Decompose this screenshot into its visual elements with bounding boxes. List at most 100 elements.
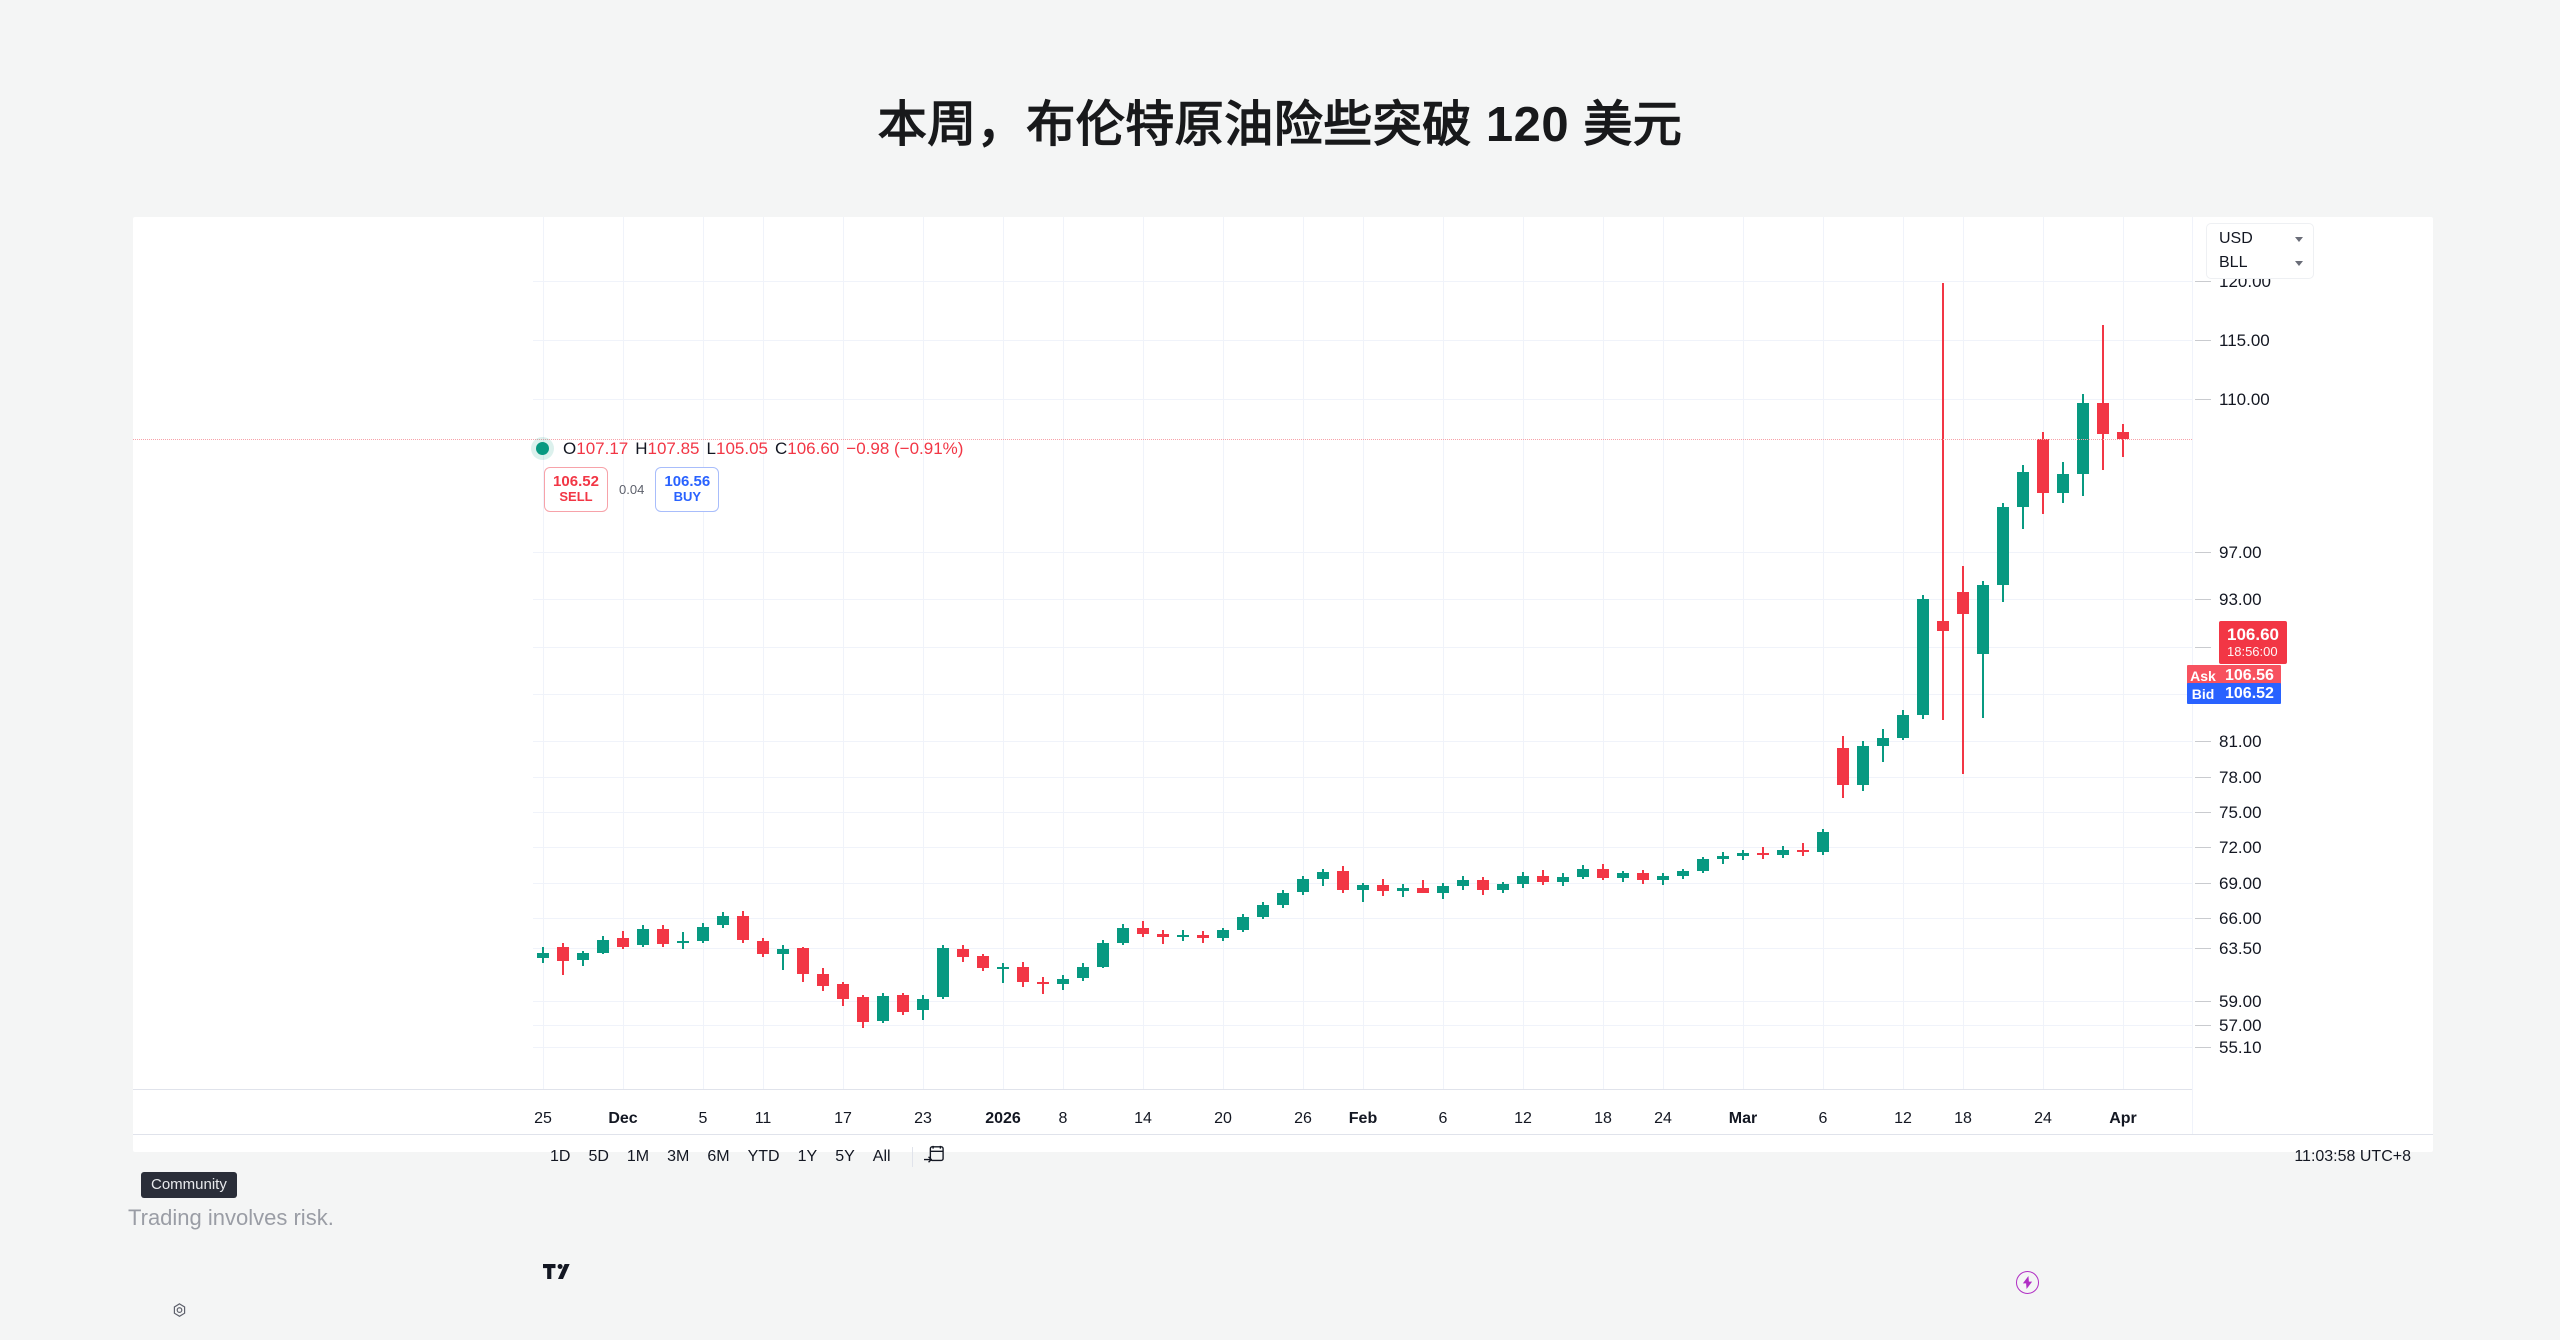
- candle-wick: [1422, 880, 1424, 894]
- candle-body: [2116, 432, 2130, 439]
- candle-body: [1236, 917, 1250, 931]
- range-button-ytd[interactable]: YTD: [747, 1148, 780, 1165]
- sell-button[interactable]: 106.52 SELL: [544, 467, 608, 513]
- gridline-horizontal: [533, 918, 2192, 920]
- candle-body: [1676, 871, 1690, 876]
- spread-value: 0.04: [619, 482, 645, 498]
- range-button-5d[interactable]: 5D: [588, 1148, 609, 1165]
- range-button-6m[interactable]: 6M: [707, 1148, 730, 1165]
- candle-body: [2056, 474, 2070, 494]
- time-tick-label: Mar: [1728, 1110, 1758, 1127]
- range-button-all[interactable]: All: [872, 1148, 891, 1165]
- price-tick-dash: [2195, 552, 2211, 554]
- candle-body: [1376, 885, 1390, 892]
- candle-body: [1356, 885, 1370, 890]
- gridline-vertical: [1303, 217, 1304, 1089]
- price-axis[interactable]: 120.00115.00110.0097.0093.0089.0085.0081…: [2187, 217, 2433, 1134]
- time-tick-label: 2026: [985, 1110, 1021, 1127]
- candle-body: [576, 952, 590, 960]
- candle-body: [1616, 873, 1630, 879]
- range-button-5y[interactable]: 5Y: [835, 1148, 855, 1165]
- lightning-bolt-icon[interactable]: [2016, 1271, 2039, 1294]
- time-axis[interactable]: 25 Dec 5 11 17 23 2026 8 14 20 26 Feb 6 12 18 24 Mar 6 12 1…: [133, 1089, 2192, 1134]
- time-tick-label: 18: [1954, 1110, 1972, 1127]
- price-tick-dash: [2195, 1000, 2211, 1002]
- candle-body: [1876, 737, 1890, 746]
- currency-unit-dropdown[interactable]: USD: [2207, 227, 2313, 251]
- candle-body: [1796, 849, 1810, 853]
- price-tick-dash: [2195, 918, 2211, 920]
- price-tick-dash: [2195, 398, 2211, 400]
- candle-body: [956, 948, 970, 958]
- gridline-vertical: [1743, 217, 1744, 1089]
- legend-close-key: C: [774, 439, 788, 458]
- gridline-vertical: [1363, 217, 1364, 1089]
- candle-body: [1276, 893, 1290, 906]
- price-tick-label: 97.00: [2219, 543, 2262, 563]
- gridline-horizontal: [533, 812, 2192, 813]
- ohlc-legend: O107.17 H107.85 L105.05 C106.60 −0.98 (−0.91…: [536, 439, 963, 459]
- candle-body: [1256, 905, 1270, 918]
- range-button-1d[interactable]: 1D: [550, 1148, 571, 1165]
- range-button-3m[interactable]: 3M: [667, 1148, 690, 1165]
- candle-body: [1976, 585, 1990, 654]
- instrument-dropdown[interactable]: BLL: [2207, 251, 2313, 275]
- candle-body: [1916, 599, 1930, 716]
- gridline-vertical: [923, 217, 924, 1089]
- candle-body: [856, 997, 870, 1023]
- range-button-1y[interactable]: 1Y: [797, 1148, 818, 1165]
- candle-wick: [1962, 566, 1964, 775]
- legend-high-value: 107.85: [647, 439, 700, 458]
- price-tick-label: 59.00: [2219, 991, 2262, 1011]
- last-price-value: 106.60: [2227, 625, 2279, 644]
- gridline-vertical: [1143, 217, 1144, 1089]
- candle-body: [2096, 403, 2110, 435]
- candle-body: [2036, 438, 2050, 494]
- candle-body: [1076, 966, 1090, 979]
- bid-label: Bid: [2187, 683, 2219, 704]
- candle-wick: [1802, 842, 1804, 856]
- candle-body: [696, 926, 710, 941]
- calendar-goto-icon[interactable]: [923, 1145, 945, 1170]
- time-tick-label: 11: [754, 1110, 772, 1127]
- candle-body: [1456, 880, 1470, 887]
- candle-body: [876, 996, 890, 1022]
- price-tick-label: 78.00: [2219, 767, 2262, 787]
- gridline-vertical: [543, 217, 544, 1089]
- candle-body: [1396, 887, 1410, 892]
- gridline-vertical: [843, 217, 844, 1089]
- price-tick-label: 115.00: [2219, 330, 2270, 350]
- buy-button[interactable]: 106.56 BUY: [655, 467, 720, 513]
- candle-body: [616, 938, 630, 947]
- price-tick-dash: [2195, 599, 2211, 601]
- candle-body: [1436, 886, 1450, 894]
- candle-wick: [1762, 847, 1764, 860]
- time-tick-label: Dec: [608, 1110, 638, 1127]
- range-button-1m[interactable]: 1M: [626, 1148, 650, 1165]
- candle-wick: [1042, 977, 1044, 994]
- candle-body: [1536, 875, 1550, 882]
- axis-settings-gear-icon[interactable]: [171, 1302, 188, 1324]
- candle-body: [1636, 873, 1650, 881]
- candle-body: [1116, 927, 1130, 944]
- time-tick-label: 6: [1818, 1110, 1828, 1127]
- buy-price: 106.56: [664, 473, 711, 490]
- time-tick-label: 5: [698, 1110, 708, 1127]
- candle-body: [1816, 832, 1830, 853]
- time-tick-label: 26: [1294, 1110, 1312, 1127]
- candle-body: [1176, 934, 1190, 938]
- candle-body: [1336, 871, 1350, 890]
- candle-body: [896, 995, 910, 1012]
- candle-body: [1036, 982, 1050, 985]
- candle-body: [536, 952, 550, 959]
- gridline-vertical: [1603, 217, 1604, 1089]
- page-title: 本周，布伦特原油险些突破 120 美元: [877, 98, 1683, 152]
- candle-wick: [1002, 963, 1004, 984]
- candle-body: [1216, 930, 1230, 939]
- gridline-vertical: [1223, 217, 1224, 1089]
- price-tick-label: 55.10: [2219, 1038, 2262, 1057]
- chart-plot-area[interactable]: [133, 217, 2192, 1089]
- candle-body: [656, 928, 670, 945]
- candle-body: [1576, 868, 1590, 877]
